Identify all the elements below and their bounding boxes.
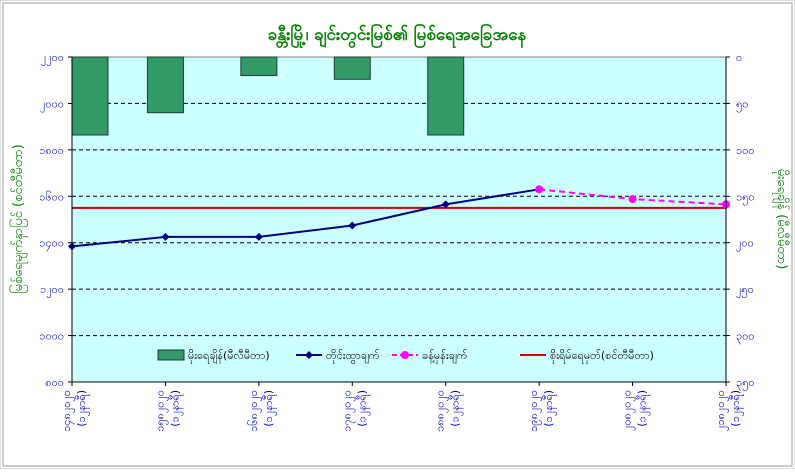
rain-bar — [333, 56, 371, 80]
x-tick-label: ၁၉၈၂၀၂၀ (၁၂နာရီ) — [527, 390, 557, 432]
legend-label: ခန့်မှန်းချက် — [422, 349, 468, 364]
y-axis-left-label: မြစ်ရေမျက်နှာပြင် (စင်တီမီတာ) — [9, 144, 28, 293]
y-right-tick-label: ၂၅၀ — [736, 283, 754, 298]
measured-point — [254, 232, 263, 241]
x-tick-label: ၁၆၈၂၀၂၀ (၁၂နာရီ) — [247, 390, 277, 432]
rain-bar — [427, 56, 465, 136]
x-axis: ၁၄၈၂၀၂၀ (၁၂နာရီ) ၁၅၈၂၀၂၀ (၁၂နာရီ) ၁၆၈၂၀၂၀ (၁၂… — [60, 57, 744, 432]
legend-swatch-rain — [157, 349, 185, 361]
y-right-tick-label: ၂၀၀ — [736, 237, 754, 252]
y-left-tick-label: ၁၄၀၀ — [39, 237, 64, 252]
rain-bar — [146, 56, 184, 114]
x-tick-label: ၁၄၈၂၀၂၀ (၁၂နာရီ) — [60, 390, 90, 432]
forecast-point — [628, 195, 637, 204]
y-left-tick-label: ၁၈၀၀ — [39, 144, 64, 157]
y-right-tick-label: ၀ — [736, 51, 742, 64]
legend: မိုးရေချိန်(မီလီမီတာ) တိုင်းထွာချက် ခန့်မှ… — [157, 349, 654, 364]
forecast-point — [535, 185, 544, 194]
y-right-tick-label: ၃၅၀ — [736, 376, 755, 391]
legend-label: စိုးရိမ်ရေမှတ်(စင်တီမီတာ) — [550, 349, 654, 364]
legend-marker-measured — [305, 351, 313, 359]
y-right-tick-label: ၃၀၀ — [736, 330, 755, 345]
x-tick-label: ၂၀၈၂၀၂၀ (၁၂နာရီ) — [621, 390, 651, 431]
legend-label: မိုးရေချိန်(မီလီမီတာ) — [188, 349, 270, 364]
y-left-tick-label: ၂၀၀၀ — [40, 97, 64, 112]
y-left-tick-label: ၁၆၀၀ — [39, 190, 64, 203]
y-axis-left: ၈၀၀ ၁၀၀၀ ၁၂၀၀ ၁၄၀၀ ၁၆၀၀ ၁၈၀၀ ၂၀၀၀ ၂၂၀၀ — [39, 51, 72, 389]
legend-label: တိုင်းထွာချက် — [326, 349, 380, 364]
measured-line — [71, 188, 540, 248]
y-left-tick-label: ၁၀၀၀ — [39, 330, 64, 343]
chart-border — [2, 2, 793, 467]
y-left-tick-label: ၈၀၀ — [45, 376, 64, 389]
x-tick-label: ၁၈၈၂၀၂၀ (၁၂နာရီ) — [434, 390, 464, 432]
y-left-tick-label: ၂၂၀၀ — [41, 51, 64, 66]
legend-marker-forecast — [401, 351, 409, 359]
chart-title: ခန္တီးမြို့၊ ချင်းတွင်းမြစ်၏ မြစ်ရေအခြေအ… — [268, 22, 526, 49]
x-tick-label: ၂၁၈၂၀၂၀ (၁၂နာရီ) — [714, 390, 744, 431]
level-lines — [68, 185, 730, 251]
x-tick-label: ၁၅၈၂၀၂၀ (၁၂နာရီ) — [153, 390, 183, 432]
measured-point — [441, 200, 450, 209]
y-axis-right-label: မိုးရေချိန် (မီလီမီတာ) — [772, 169, 790, 270]
rain-bar — [240, 56, 278, 77]
rain-bar — [71, 56, 109, 136]
y-right-tick-label: ၅၀ — [736, 97, 748, 112]
y-right-tick-label: ၁၀၀ — [736, 144, 755, 157]
rain-bars — [71, 56, 465, 136]
measured-point — [348, 221, 357, 230]
y-left-tick-label: ၁၂၀၀ — [40, 283, 64, 298]
y-right-tick-label: ၁၅၀ — [736, 190, 755, 205]
measured-point — [161, 232, 170, 241]
x-tick-label: ၁၇၈၂၀၂၀ (၁၂နာရီ) — [340, 390, 370, 432]
